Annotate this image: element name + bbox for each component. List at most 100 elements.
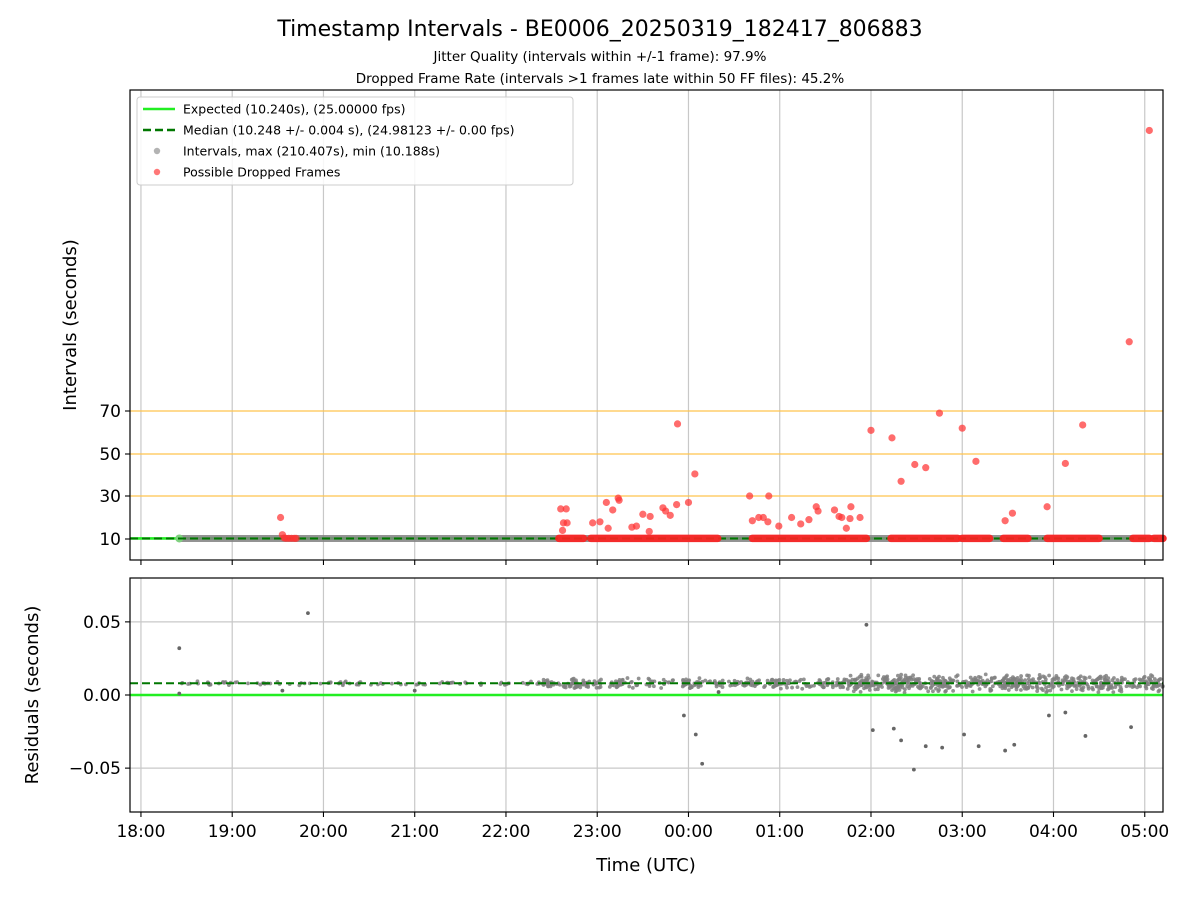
- residual-point: [847, 679, 851, 684]
- residual-point: [932, 674, 937, 679]
- residual-point: [1096, 690, 1101, 695]
- residual-point: [597, 685, 601, 690]
- residual-point: [1060, 678, 1065, 683]
- residual-point: [1156, 689, 1161, 694]
- residual-point: [720, 678, 725, 683]
- residual-point: [671, 678, 675, 683]
- residual-point: [902, 678, 907, 682]
- residual-point: [820, 684, 825, 689]
- residual-point: [1077, 683, 1082, 688]
- residual-point: [876, 673, 881, 678]
- residual-point: [853, 687, 858, 692]
- residual-point: [1121, 677, 1125, 682]
- residual-point: [1044, 685, 1048, 690]
- residual-point: [612, 683, 617, 688]
- residual-point: [1010, 683, 1015, 688]
- residual-point: [1019, 674, 1023, 678]
- dropped-frame-point: [596, 518, 604, 526]
- residual-point: [871, 683, 876, 688]
- residual-point: [942, 682, 947, 687]
- residual-point: [929, 685, 934, 689]
- residual-point: [992, 675, 997, 680]
- residual-point: [938, 679, 943, 683]
- residual-point: [848, 673, 853, 678]
- residual-outlier-point: [870, 728, 875, 732]
- residual-point: [634, 683, 639, 688]
- dropped-frame-point: [748, 517, 756, 525]
- residual-point: [713, 681, 718, 686]
- dropped-frame-point: [1008, 509, 1017, 517]
- residual-point: [687, 678, 692, 683]
- residual-point: [885, 677, 890, 682]
- residual-outlier-point: [1063, 710, 1068, 715]
- residual-outlier-point: [682, 713, 686, 718]
- legend: Expected (10.240s), (25.00000 fps) Media…: [136, 96, 574, 186]
- residual-point: [1086, 686, 1091, 691]
- chart-title: Timestamp Intervals - BE0006_20250319_18…: [276, 17, 922, 42]
- intervals-x-ticks: [140, 560, 1146, 565]
- legend-box: [136, 96, 574, 186]
- residual-point: [563, 685, 568, 690]
- residual-point: [659, 686, 664, 690]
- residual-point: [1098, 676, 1103, 681]
- residual-point: [809, 684, 814, 689]
- residual-point: [918, 681, 922, 686]
- dropped-frame-point: [935, 409, 944, 417]
- residual-point: [1081, 685, 1086, 690]
- residual-point: [1150, 674, 1155, 679]
- residual-point: [942, 678, 946, 683]
- residual-point: [842, 677, 847, 682]
- residual-point: [1068, 679, 1073, 684]
- residual-point: [1144, 686, 1149, 691]
- residual-point: [930, 680, 935, 685]
- residual-point: [798, 677, 803, 682]
- dropped-frame-point: [972, 457, 980, 465]
- dropped-frame-point: [911, 460, 919, 469]
- residual-point: [778, 686, 783, 691]
- chart-subtitle-dropped: Dropped Frame Rate (intervals >1 frames …: [356, 71, 845, 87]
- residual-point: [698, 683, 703, 688]
- dropped-frame-point: [830, 506, 839, 514]
- residual-point: [1111, 690, 1116, 695]
- legend-intervals-label: Intervals, max (210.407s), min (10.188s): [183, 144, 440, 159]
- dropped-frame-point: [958, 424, 966, 432]
- residual-point: [647, 677, 652, 682]
- dropped-frame-point: [684, 498, 693, 507]
- residual-point: [1050, 680, 1055, 685]
- dropped-frame-point: [609, 506, 617, 514]
- residual-point: [1152, 677, 1157, 681]
- residual-point: [905, 684, 910, 689]
- residual-point: [894, 688, 899, 693]
- residual-point: [762, 685, 766, 690]
- residual-point: [620, 677, 625, 682]
- dropped-frame-point: [615, 496, 623, 504]
- residual-point: [801, 677, 806, 682]
- x-tick-label: 22:00: [481, 822, 530, 842]
- dropped-frame-point: [897, 477, 905, 485]
- dropped-frame-point: [867, 426, 875, 434]
- residual-point: [750, 679, 755, 684]
- residual-point: [788, 678, 792, 683]
- residual-point: [1024, 685, 1029, 690]
- residual-point: [1076, 676, 1081, 681]
- residual-point: [858, 689, 863, 694]
- residual-outlier-point: [1047, 713, 1051, 718]
- dropped-frame-point: [922, 464, 930, 472]
- residual-point: [1135, 685, 1140, 690]
- residual-point: [840, 684, 845, 689]
- residual-point: [708, 679, 713, 684]
- residual-point: [865, 677, 869, 682]
- dropped-frame-point: [1079, 421, 1087, 429]
- residuals-x-ticks: 18:00 19:00 20:00 21:00 22:00 23:00 00:00 01:00…: [116, 812, 1169, 842]
- x-tick-label: 00:00: [664, 822, 713, 842]
- residual-point: [629, 680, 633, 685]
- residual-point: [983, 672, 988, 677]
- dropped-frame-point: [805, 516, 813, 524]
- residual-point: [1001, 678, 1005, 683]
- dropped-frame-point: [557, 505, 565, 513]
- residual-point: [927, 676, 932, 681]
- residual-point: [936, 683, 940, 688]
- residual-point: [936, 689, 941, 694]
- residual-point: [968, 675, 973, 680]
